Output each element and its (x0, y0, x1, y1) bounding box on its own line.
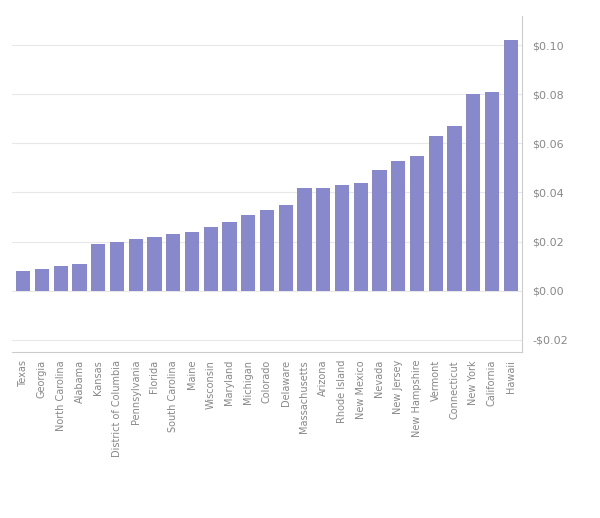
Bar (185, 232, 199, 291)
Bar (335, 185, 349, 291)
Bar (260, 210, 274, 291)
Bar (373, 170, 386, 291)
Bar (166, 234, 180, 291)
Bar (316, 188, 330, 291)
Bar (129, 239, 143, 291)
Bar (504, 40, 518, 291)
Bar (410, 155, 424, 291)
Bar (391, 161, 405, 291)
Bar (429, 136, 443, 291)
Bar (110, 241, 124, 291)
Bar (204, 227, 218, 291)
Bar (448, 126, 461, 291)
Bar (485, 92, 499, 291)
Bar (54, 266, 68, 291)
Bar (298, 188, 311, 291)
Bar (16, 271, 30, 291)
Bar (241, 214, 255, 291)
Bar (354, 183, 368, 291)
Bar (223, 222, 236, 291)
Bar (91, 244, 105, 291)
Bar (148, 237, 161, 291)
Bar (35, 269, 49, 291)
Bar (73, 264, 86, 291)
Bar (466, 94, 480, 291)
Bar (279, 205, 293, 291)
